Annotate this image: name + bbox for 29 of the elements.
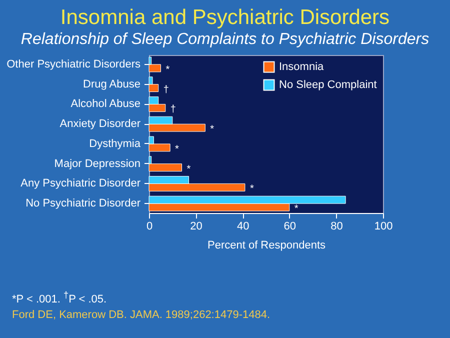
x-tick-label: 60 xyxy=(284,220,296,232)
chart-title: Insomnia and Psychiatric Disorders xyxy=(59,6,391,30)
annotation: * xyxy=(294,204,298,215)
y-tick-label: No Psychiatric Disorder xyxy=(26,198,141,210)
legend-label: Insomnia xyxy=(279,61,325,73)
x-tick-label: 100 xyxy=(374,220,393,232)
y-tick-label: Any Psychiatric Disorder xyxy=(20,178,141,190)
y-tick-label: Drug Abuse xyxy=(83,78,140,90)
annotation: * xyxy=(175,144,180,155)
legend-label: No Sleep Complaint xyxy=(279,79,377,91)
annotation: * xyxy=(166,64,170,76)
x-tick-label: 40 xyxy=(236,220,250,232)
text: *P < .001. $^{†}$P < .05. xyxy=(12,290,108,306)
x-tick-label: 80 xyxy=(330,220,343,232)
annotation: † xyxy=(170,104,176,116)
annotation: * xyxy=(250,184,254,195)
text: Ford DE, Kamerow DB. JAMA. 1989;262:1479-1484. xyxy=(12,308,270,321)
x-axis-title: Percent of Respondents xyxy=(207,240,326,252)
annotation: † xyxy=(163,84,169,96)
annotation: * xyxy=(210,124,214,136)
x-tick-label: 20 xyxy=(190,220,202,232)
x-tick-label: 0 xyxy=(146,220,153,232)
y-tick-label: Major Depression xyxy=(54,158,140,170)
y-tick-label: Anxiety Disorder xyxy=(60,118,141,130)
chart-subtitle: Relationship of Sleep Complaints to Psychiatric Disorders xyxy=(20,31,430,49)
y-tick-label: Dysthymia xyxy=(89,138,142,150)
y-tick-label: Alcohol Abuse xyxy=(70,98,140,110)
annotation: * xyxy=(186,164,191,175)
y-tick-label: Other Psychiatric Disorders xyxy=(6,58,141,70)
